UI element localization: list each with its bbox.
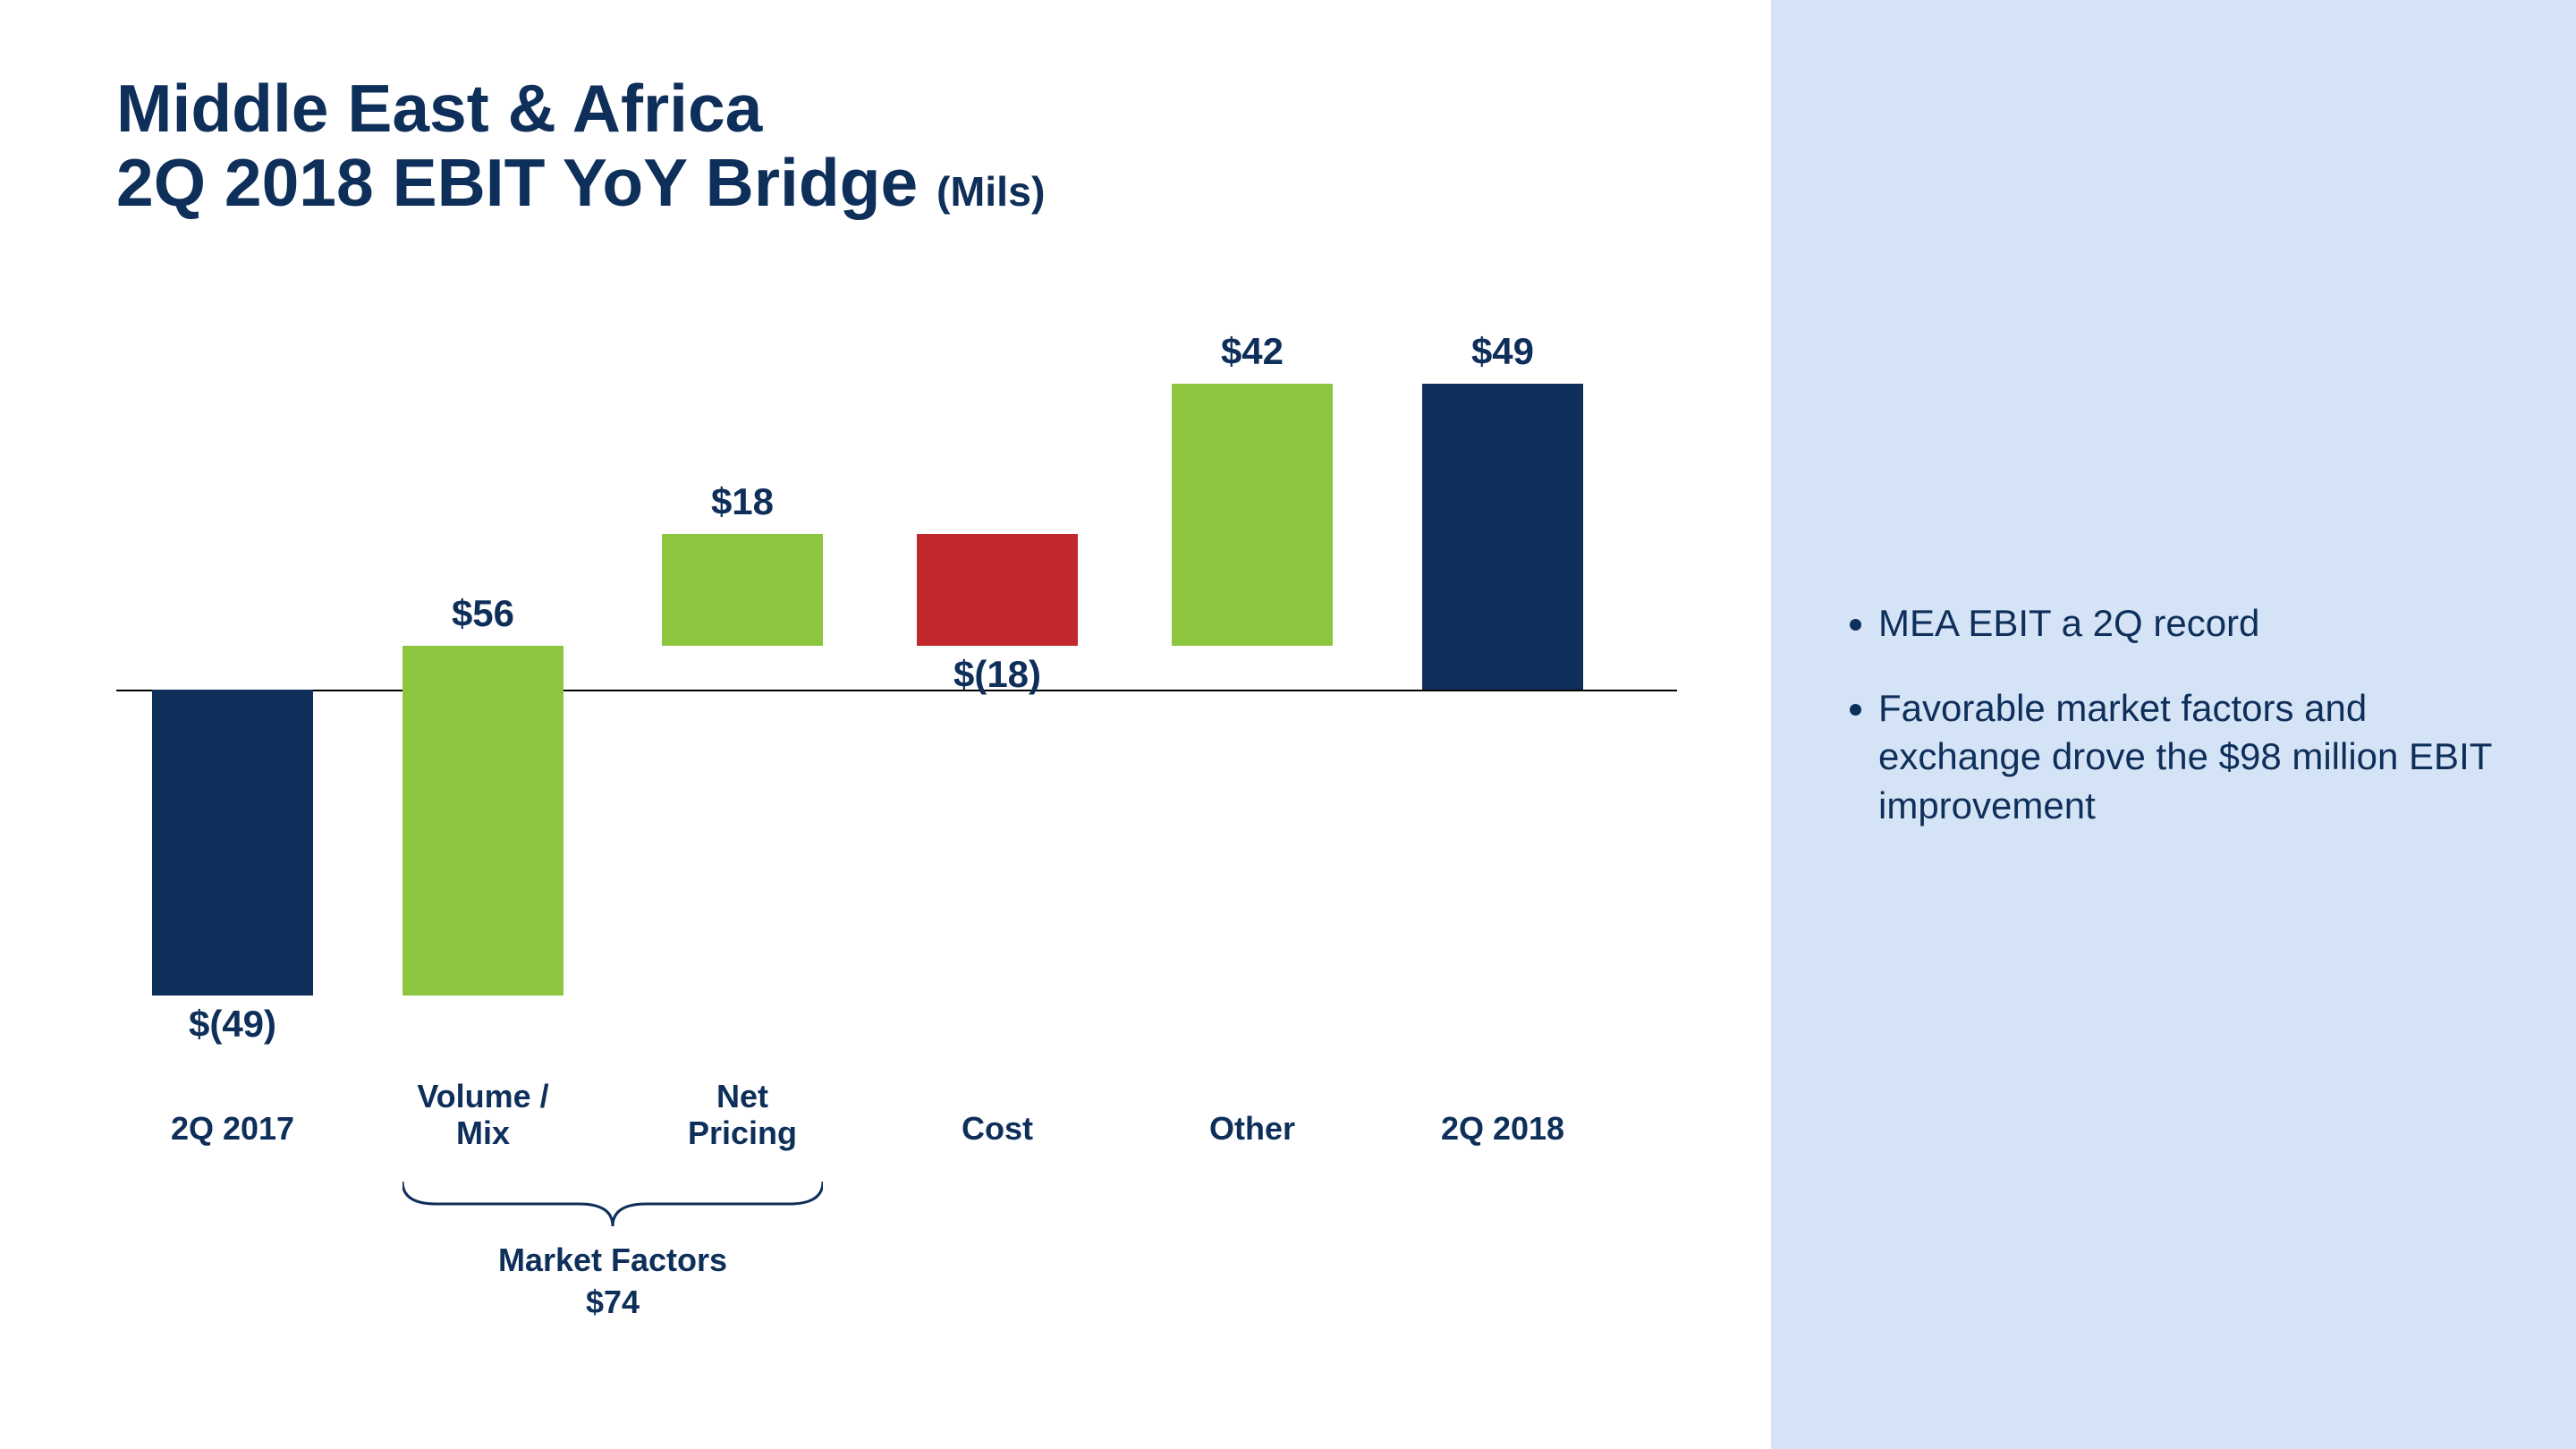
axis-label-other: Other xyxy=(1136,1110,1368,1147)
slide-root: Middle East & Africa 2Q 2018 EBIT YoY Br… xyxy=(0,0,2576,1449)
axis-label-start: 2Q 2017 xyxy=(116,1110,349,1147)
bullet-item-1: Favorable market factors and exchange dr… xyxy=(1878,684,2504,831)
bar-label-end: $49 xyxy=(1386,330,1619,373)
axis-label-volmix: Volume /Mix xyxy=(367,1078,599,1152)
title-line-2: 2Q 2018 EBIT YoY Bridge (Mils) xyxy=(116,146,1045,220)
axis-label-end: 2Q 2018 xyxy=(1386,1110,1619,1147)
bullet-ul: MEA EBIT a 2Q record Favorable market fac… xyxy=(1834,599,2504,830)
bar-volmix xyxy=(402,646,564,996)
title-unit-text: (Mils) xyxy=(936,168,1045,215)
bar-start xyxy=(152,690,313,996)
bar-label-volmix: $56 xyxy=(367,592,599,635)
bar-label-other: $42 xyxy=(1136,330,1368,373)
bar-cost xyxy=(917,534,1078,647)
bar-pricing xyxy=(662,534,823,647)
title-line-1: Middle East & Africa xyxy=(116,72,1045,146)
market-factors-label: Market Factors$74 xyxy=(402,1240,823,1324)
axis-label-pricing: NetPricing xyxy=(626,1078,859,1152)
bar-other xyxy=(1172,384,1333,646)
waterfall-chart: $(49)2Q 2017$56Volume /Mix$18NetPricing$… xyxy=(116,340,1690,1073)
bar-label-start: $(49) xyxy=(116,1003,349,1046)
bullet-list: MEA EBIT a 2Q record Favorable market fac… xyxy=(1834,599,2504,866)
market-factors-brace xyxy=(402,1182,823,1226)
slide-title: Middle East & Africa 2Q 2018 EBIT YoY Br… xyxy=(116,72,1045,219)
bar-label-pricing: $18 xyxy=(626,480,859,523)
bullet-item-0: MEA EBIT a 2Q record xyxy=(1878,599,2504,648)
bar-end xyxy=(1422,384,1583,690)
bar-label-cost: $(18) xyxy=(881,653,1114,696)
title-main-text: 2Q 2018 EBIT YoY Bridge xyxy=(116,145,936,220)
axis-label-cost: Cost xyxy=(881,1110,1114,1147)
